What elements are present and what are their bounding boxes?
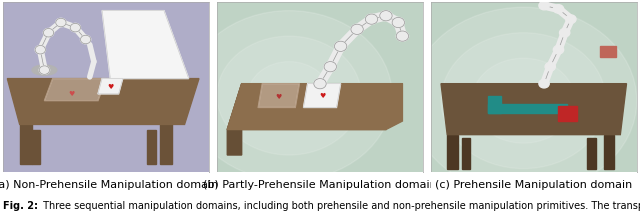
Polygon shape	[258, 84, 300, 108]
Circle shape	[441, 33, 606, 169]
Bar	[488, 95, 500, 113]
Polygon shape	[227, 84, 242, 155]
Bar	[147, 129, 156, 163]
Circle shape	[186, 11, 392, 180]
Bar	[461, 138, 470, 169]
Text: (b) Partly-Prehensile Manipulation domain: (b) Partly-Prehensile Manipulation domai…	[203, 180, 437, 190]
Polygon shape	[102, 11, 189, 78]
Bar	[20, 124, 32, 163]
Circle shape	[539, 79, 549, 88]
Circle shape	[314, 78, 326, 89]
Circle shape	[324, 61, 337, 72]
Circle shape	[410, 7, 637, 194]
Polygon shape	[98, 78, 123, 94]
Bar	[559, 106, 577, 121]
Circle shape	[566, 15, 576, 23]
Circle shape	[217, 36, 361, 155]
Polygon shape	[7, 78, 199, 124]
Circle shape	[392, 17, 404, 28]
Circle shape	[35, 45, 45, 54]
Circle shape	[554, 5, 564, 13]
Circle shape	[554, 45, 564, 54]
Bar	[588, 138, 596, 169]
Text: Fig. 2:: Fig. 2:	[3, 201, 38, 211]
Circle shape	[380, 11, 392, 21]
Circle shape	[70, 23, 81, 32]
Bar	[160, 124, 172, 163]
Circle shape	[351, 24, 364, 34]
Bar	[600, 46, 616, 57]
Text: (a) Non-Prehensile Manipulation domain: (a) Non-Prehensile Manipulation domain	[0, 180, 218, 190]
Bar	[32, 129, 40, 163]
Circle shape	[56, 18, 66, 27]
Text: ♥: ♥	[108, 84, 113, 90]
Bar	[447, 135, 458, 169]
Polygon shape	[227, 84, 403, 129]
Circle shape	[559, 28, 570, 37]
Polygon shape	[227, 84, 403, 129]
Bar	[604, 135, 614, 169]
Ellipse shape	[32, 65, 57, 75]
Text: ♥: ♥	[319, 93, 325, 98]
Polygon shape	[303, 84, 340, 108]
Text: Three sequential manipulation domains, including both prehensile and non-prehens: Three sequential manipulation domains, i…	[40, 201, 640, 211]
Circle shape	[396, 31, 408, 41]
Text: ♥: ♥	[68, 91, 74, 97]
Polygon shape	[441, 84, 627, 135]
Circle shape	[472, 58, 575, 143]
Circle shape	[248, 61, 330, 129]
Text: (c) Prehensile Manipulation domain: (c) Prehensile Manipulation domain	[435, 180, 632, 190]
Circle shape	[545, 62, 556, 71]
Bar	[488, 104, 567, 113]
Polygon shape	[44, 78, 106, 101]
Circle shape	[44, 28, 54, 37]
Circle shape	[365, 14, 378, 24]
Circle shape	[335, 41, 347, 51]
Circle shape	[539, 1, 549, 10]
Circle shape	[39, 66, 49, 74]
Text: ♥: ♥	[276, 94, 282, 100]
Circle shape	[81, 35, 91, 44]
